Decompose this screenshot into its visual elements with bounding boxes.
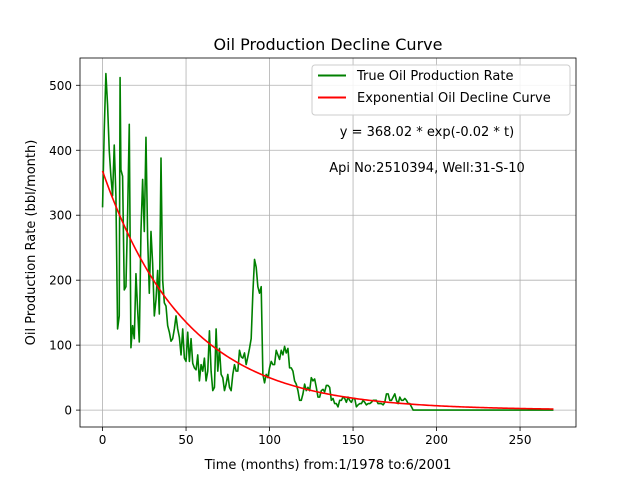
axes-frame [79,57,577,428]
y-tick-label: 0 [64,404,72,418]
legend-box [311,64,571,116]
y-tick-label: 200 [49,274,72,288]
x-tick-label: 0 [99,433,107,447]
y-axis-ticks: 0 100 200 300 400 500 [49,79,80,418]
x-tick-label: 150 [342,433,365,447]
y-tick-label: 400 [49,144,72,158]
x-axis-ticks: 0 50 100 150 200 250 [99,427,532,447]
x-tick-label: 250 [509,433,532,447]
x-tick-label: 100 [258,433,281,447]
y-axis-label: Oil Production Rate (bbl/month) [24,140,39,346]
x-tick-label: 50 [178,433,193,447]
x-axis-label: Time (months) from:1/1978 to:6/2001 [204,458,452,473]
series-line-decline-curve [101,170,554,410]
well-annotation: Api No:2510394, Well:31-S-10 [329,161,525,176]
series-layer [101,72,554,411]
legend: True Oil Production Rate Exponential Oil… [311,64,571,116]
y-tick-label: 100 [49,339,72,353]
chart-title: Oil Production Decline Curve [214,35,443,54]
legend-label-decline-curve: Exponential Oil Decline Curve [357,91,551,106]
y-tick-label: 500 [49,79,72,93]
x-tick-label: 200 [425,433,448,447]
y-tick-label: 300 [49,209,72,223]
legend-label-true-rate: True Oil Production Rate [356,69,513,84]
equation-annotation: y = 368.02 * exp(-0.02 * t) [340,125,514,140]
